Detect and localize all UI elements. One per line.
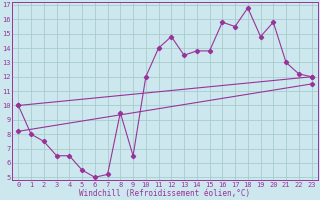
X-axis label: Windchill (Refroidissement éolien,°C): Windchill (Refroidissement éolien,°C): [79, 189, 251, 198]
